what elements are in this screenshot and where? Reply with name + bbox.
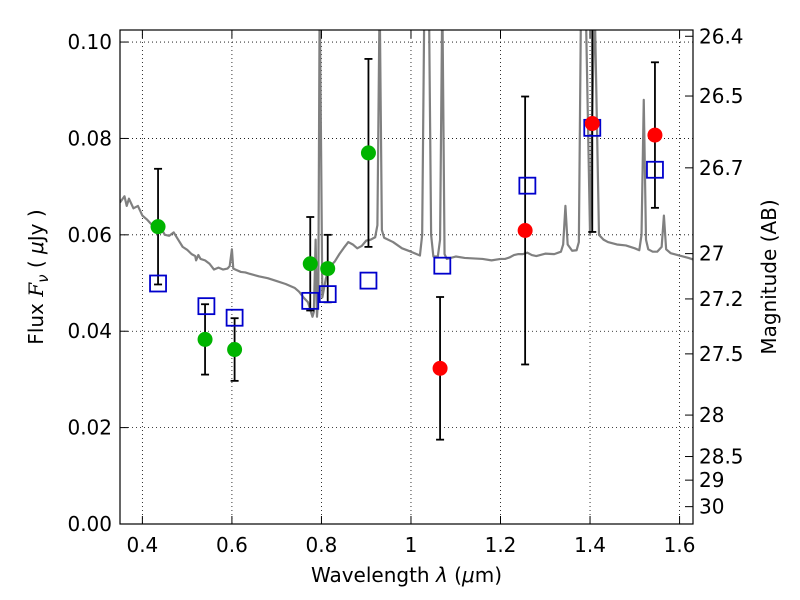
y-tick-label: 0.04 [67,319,112,343]
right-tick-label: 30 [699,495,724,519]
error-bars-layer [154,30,659,441]
x-axis-label: Wavelength λ (μm) [311,563,502,587]
model-point [359,271,378,290]
right-tick-label: 26.4 [699,24,744,48]
right-axis-label: Magnitude (AB) [757,199,781,354]
data-point [227,342,243,358]
model-point [646,160,664,179]
ticks-layer [120,30,693,525]
y-tick-label: 0.02 [67,416,112,440]
tick-labels-layer: 0.4 0.6 0.8 1 1.2 1.4 1.6 0.00 0.02 0.04 0.06 0.08 0… [67,24,743,557]
x-tick-label: 1.2 [485,533,517,557]
data-point [197,331,213,347]
right-tick-label: 27 [699,242,724,266]
data-point [360,145,376,161]
y-axis-label: Flux Fν ( μJy ) [24,209,52,344]
markers-layer [149,115,664,376]
model-point [225,308,244,327]
right-tick-label: 28 [699,403,724,427]
grid [120,30,693,525]
right-tick-label: 27.2 [699,287,744,311]
data-point [647,127,663,143]
x-tick-label: 0.4 [126,533,158,557]
data-point [320,261,336,277]
x-tick-label: 1 [405,533,418,557]
data-point [584,115,600,131]
y-tick-label: 0.06 [67,223,112,247]
model-point [301,291,320,310]
y-tick-label: 0.10 [67,30,112,54]
right-tick-label: 27.5 [699,342,744,366]
plot-frame [119,29,694,525]
y-tick-label: 0.00 [67,512,112,536]
right-tick-label: 28.5 [699,445,744,469]
right-tick-label: 26.7 [699,156,744,180]
model-sed-layer [120,30,693,318]
x-tick-label: 0.6 [216,533,248,557]
x-tick-label: 1.6 [664,533,696,557]
plot-area [120,30,693,441]
model-point [318,285,337,304]
model-point [518,176,537,195]
x-tick-label: 1.4 [574,533,606,557]
right-tick-label: 26.5 [699,84,744,108]
model-point [149,274,167,293]
model-point [433,256,452,275]
y-tick-label: 0.08 [67,126,112,150]
model-sed-line [120,30,693,318]
model-point [197,297,216,316]
x-tick-label: 0.8 [306,533,338,557]
data-point [150,219,166,235]
data-point [432,360,448,376]
data-point [302,256,318,272]
right-tick-label: 29 [699,468,724,492]
data-point [517,222,533,238]
